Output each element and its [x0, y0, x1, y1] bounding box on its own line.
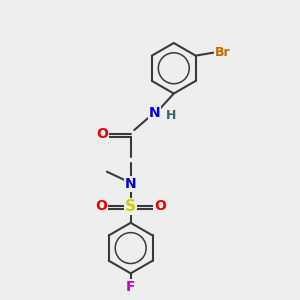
Text: F: F — [126, 280, 135, 294]
Text: Br: Br — [215, 46, 231, 59]
Text: O: O — [97, 127, 108, 141]
Text: N: N — [125, 177, 136, 191]
Text: S: S — [125, 199, 136, 214]
Text: O: O — [154, 200, 166, 214]
Text: H: H — [166, 109, 176, 122]
Text: N: N — [148, 106, 160, 120]
Text: O: O — [95, 200, 107, 214]
